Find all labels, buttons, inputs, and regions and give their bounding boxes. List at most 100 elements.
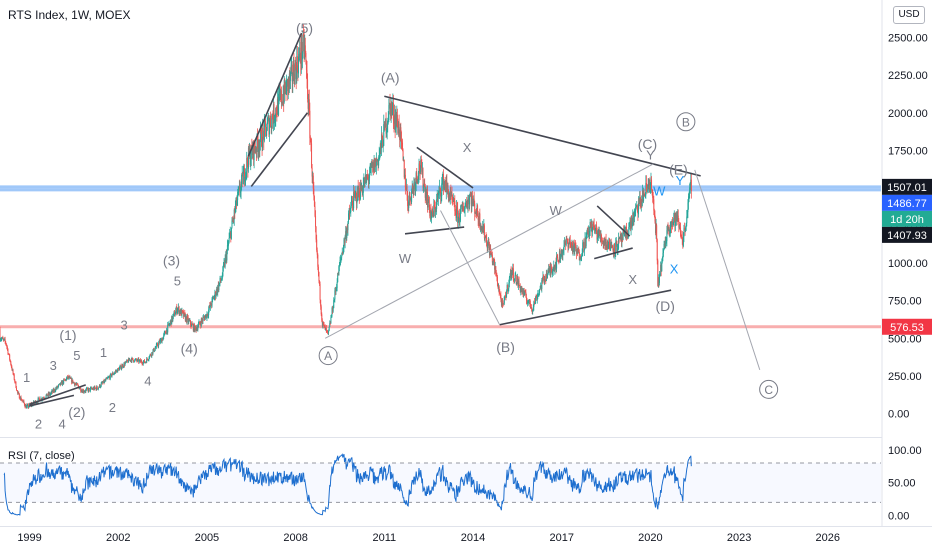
candle	[425, 193, 427, 198]
wave-label-14: 5	[73, 348, 80, 363]
candle	[428, 196, 430, 208]
candle	[495, 266, 497, 275]
candle	[224, 262, 226, 267]
candle	[314, 206, 316, 216]
candle	[593, 221, 595, 224]
candle	[592, 221, 594, 228]
candle	[654, 214, 656, 222]
candle	[657, 277, 659, 286]
candle	[450, 190, 452, 196]
trend-line-5	[416, 146, 474, 189]
candle	[80, 387, 82, 392]
candle	[129, 359, 131, 361]
candle	[411, 190, 413, 202]
candle	[172, 316, 174, 321]
candle	[319, 281, 321, 284]
candle	[37, 398, 39, 403]
candle	[118, 368, 120, 371]
candle	[523, 290, 525, 295]
candle	[75, 384, 77, 386]
candle	[647, 186, 649, 187]
candle	[582, 242, 584, 254]
candle	[168, 323, 170, 325]
candle	[461, 204, 463, 207]
candle	[251, 149, 253, 155]
candle	[441, 183, 443, 197]
candle	[490, 248, 492, 255]
candle	[583, 242, 585, 251]
candle	[311, 143, 313, 168]
candle	[424, 183, 426, 186]
candle	[242, 172, 244, 185]
candle	[195, 327, 197, 331]
candle	[199, 321, 201, 324]
candle	[235, 198, 237, 207]
candle	[499, 292, 501, 294]
candle	[77, 385, 79, 387]
candle	[567, 242, 569, 248]
candle	[59, 383, 61, 386]
candle	[150, 354, 152, 356]
candle	[197, 326, 199, 330]
candle	[438, 186, 440, 192]
candle	[187, 317, 189, 323]
rsi-tick-label: 100.00	[888, 445, 922, 457]
candle	[170, 320, 172, 323]
candle	[597, 232, 599, 240]
candle	[183, 312, 185, 317]
candle	[292, 64, 294, 80]
candle	[322, 322, 324, 325]
candle	[228, 237, 230, 243]
candle	[287, 79, 289, 92]
candle	[611, 246, 613, 248]
candle	[628, 226, 630, 228]
candle	[374, 159, 376, 172]
candle	[403, 159, 405, 178]
candle	[318, 271, 320, 282]
candle	[154, 348, 156, 351]
candle	[229, 231, 231, 235]
candle	[370, 165, 372, 168]
trend-line-6	[404, 226, 465, 235]
candle	[622, 230, 624, 241]
candle	[636, 204, 638, 211]
candle	[330, 315, 332, 318]
candle	[113, 373, 115, 375]
candle	[297, 56, 299, 74]
candle	[11, 367, 13, 370]
candle	[214, 291, 216, 297]
candle	[321, 320, 323, 326]
candle	[246, 158, 248, 164]
candle	[387, 122, 389, 124]
candle	[400, 132, 402, 142]
candle	[521, 287, 523, 292]
candle	[322, 322, 324, 326]
candle	[610, 242, 612, 248]
candle	[508, 277, 510, 284]
candle	[536, 296, 538, 301]
candle	[69, 377, 71, 378]
candle	[98, 384, 100, 388]
candle	[152, 350, 154, 355]
wave-label-1: (A)	[381, 70, 400, 86]
currency-button[interactable]: USD	[893, 6, 925, 24]
candle	[658, 277, 660, 283]
candle	[366, 176, 368, 178]
candle	[429, 210, 431, 217]
candle	[390, 103, 392, 117]
candle	[253, 142, 255, 161]
candle	[563, 245, 565, 250]
candle	[344, 236, 346, 244]
candle	[233, 219, 235, 221]
candle	[645, 182, 647, 185]
candle	[178, 306, 180, 309]
candle	[639, 197, 641, 204]
candle	[579, 257, 581, 261]
candle	[435, 208, 437, 210]
candle	[465, 202, 467, 206]
candle	[124, 363, 126, 366]
candle	[190, 324, 192, 327]
candle	[597, 232, 599, 238]
candle	[175, 307, 177, 312]
